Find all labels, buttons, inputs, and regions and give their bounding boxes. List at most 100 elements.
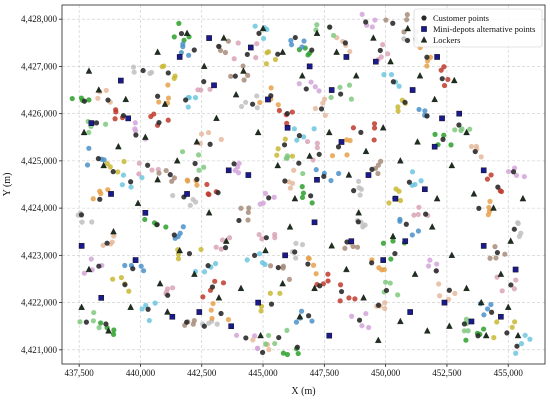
mini-depot-point xyxy=(441,299,448,306)
legend-label: Mini-depots alternative points xyxy=(433,24,535,34)
customer-point xyxy=(84,162,91,168)
mini-depot-point xyxy=(125,115,131,122)
locker-point xyxy=(355,209,362,216)
mini-depot-point xyxy=(468,318,475,325)
customer-point xyxy=(145,162,151,168)
customer-point xyxy=(330,32,337,39)
customer-point xyxy=(275,264,281,271)
customer-point xyxy=(77,319,83,325)
locker-point xyxy=(411,270,419,277)
customer-point xyxy=(97,196,103,202)
customer-point xyxy=(132,128,139,134)
mini-depot-point xyxy=(306,63,313,70)
locker-point xyxy=(311,284,318,291)
customer-point xyxy=(231,161,237,167)
customer-point xyxy=(205,129,212,136)
mini-depot-point xyxy=(211,82,217,89)
customer-point xyxy=(381,266,387,273)
customer-point xyxy=(411,212,417,218)
customer-point xyxy=(257,201,263,207)
mini-depot-point xyxy=(380,257,386,263)
customer-point xyxy=(274,152,280,158)
customer-point xyxy=(436,281,442,287)
locker-point xyxy=(470,190,478,197)
customer-point xyxy=(207,141,213,147)
customer-point xyxy=(259,236,265,242)
locker-point xyxy=(299,72,306,79)
customer-point xyxy=(192,160,198,167)
customer-point xyxy=(362,222,368,228)
customer-point xyxy=(415,228,422,234)
customer-point xyxy=(344,152,350,158)
customer-point xyxy=(521,173,527,180)
customer-point xyxy=(214,321,220,327)
customer-point xyxy=(275,102,281,108)
locker-point xyxy=(164,308,171,315)
customer-point xyxy=(284,111,290,117)
customer-point xyxy=(178,49,184,56)
customer-point xyxy=(363,310,369,317)
customer-point xyxy=(378,158,384,164)
customer-point xyxy=(424,54,430,60)
customer-point xyxy=(136,160,142,166)
customer-point xyxy=(195,87,201,93)
locker-point xyxy=(333,48,340,55)
locker-point xyxy=(259,24,267,32)
customer-point xyxy=(103,321,109,327)
x-tick-label: 445,000 xyxy=(248,368,278,378)
customer-point xyxy=(198,246,204,253)
customer-point xyxy=(171,34,177,40)
customer-point xyxy=(522,332,528,338)
customer-point xyxy=(244,257,250,263)
x-axis-label: X (m) xyxy=(291,386,315,397)
customer-point xyxy=(397,197,404,204)
customer-point xyxy=(388,71,395,78)
customer-point xyxy=(209,315,215,322)
customer-point xyxy=(170,192,176,199)
locker-point xyxy=(279,48,286,55)
series-markers xyxy=(78,19,527,356)
customer-point xyxy=(504,330,510,336)
customer-point xyxy=(316,88,322,94)
customer-point xyxy=(486,204,492,211)
locker-point xyxy=(343,265,350,273)
customer-point xyxy=(250,337,256,343)
locker-point xyxy=(370,34,377,41)
customer-point xyxy=(415,211,421,218)
y-tick-label: 4,426,000 xyxy=(21,109,58,119)
customer-point xyxy=(509,324,515,330)
locker-point xyxy=(478,298,485,306)
customer-point xyxy=(493,255,499,261)
customer-point xyxy=(167,172,173,178)
locker-point xyxy=(431,95,438,103)
customer-point xyxy=(481,312,487,318)
customer-point xyxy=(86,97,92,103)
customer-point xyxy=(314,145,320,151)
locker-point xyxy=(134,199,142,206)
customer-point xyxy=(136,171,142,177)
customer-point xyxy=(267,263,274,269)
customer-point xyxy=(441,64,447,70)
customer-point xyxy=(282,178,288,184)
customer-point xyxy=(252,23,258,29)
mini-depot-point xyxy=(184,191,190,197)
mini-depot-point xyxy=(282,252,288,259)
customer-point xyxy=(463,337,469,343)
customer-point xyxy=(511,286,517,292)
customer-point xyxy=(294,137,300,143)
customer-point xyxy=(284,153,291,159)
customer-point xyxy=(516,233,522,240)
customer-point xyxy=(346,82,353,88)
customer-point xyxy=(151,111,157,117)
customer-point xyxy=(228,73,234,79)
locker-point xyxy=(122,95,129,103)
locker-point xyxy=(482,331,490,339)
customer-point xyxy=(309,318,315,324)
locker-point xyxy=(154,176,161,183)
customer-point xyxy=(306,313,312,319)
locker-point xyxy=(424,327,431,334)
customer-point xyxy=(238,205,244,211)
customer-point xyxy=(281,142,288,148)
customer-point xyxy=(494,319,500,325)
customer-point xyxy=(272,340,278,347)
